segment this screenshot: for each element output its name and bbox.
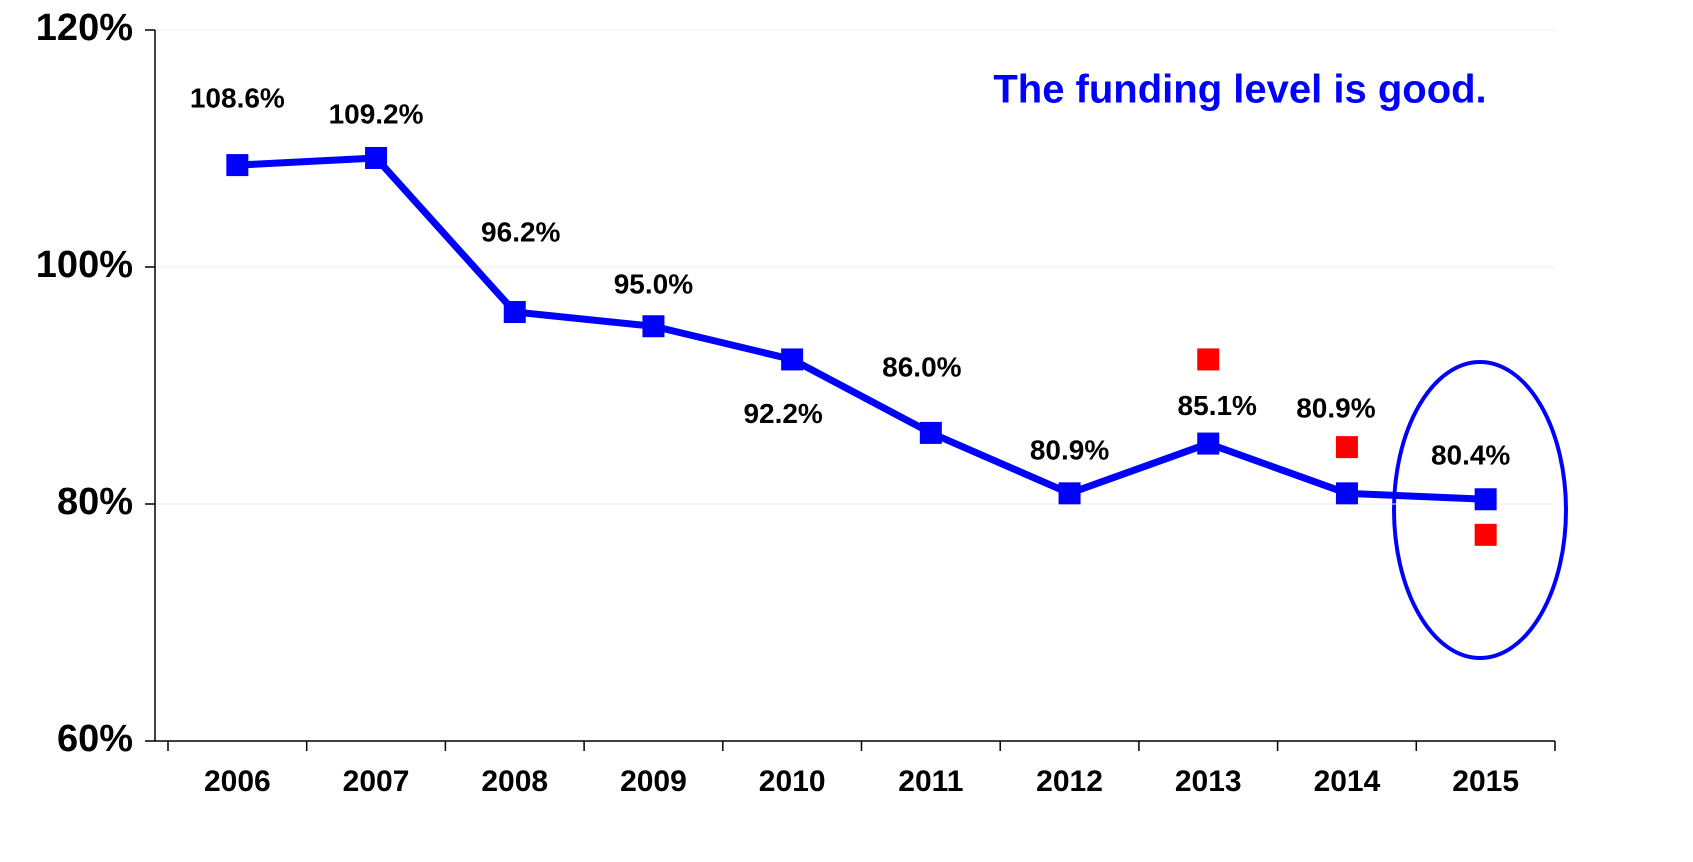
- y-tick-label: 60%: [57, 718, 133, 760]
- marker: [1335, 436, 1358, 459]
- marker: [503, 301, 526, 324]
- marker: [1474, 523, 1497, 546]
- marker: [919, 421, 942, 444]
- x-tick-label: 2008: [481, 765, 548, 798]
- marker: [1197, 432, 1220, 455]
- marker: [1197, 348, 1220, 371]
- marker: [1335, 482, 1358, 505]
- x-tick-label: 2013: [1175, 765, 1242, 798]
- series-line: [237, 154, 1486, 503]
- marker: [642, 315, 665, 338]
- x-tick-label: 2009: [620, 765, 687, 798]
- highlight-ellipse: [1392, 360, 1568, 660]
- y-tick-label: 100%: [36, 244, 133, 286]
- marker: [365, 146, 388, 169]
- data-label: 96.2%: [481, 216, 560, 247]
- x-tick-label: 2010: [759, 765, 826, 798]
- x-tick-label: 2007: [343, 765, 410, 798]
- marker: [1058, 482, 1081, 505]
- data-label: 80.9%: [1296, 393, 1375, 424]
- x-tick-label: 2015: [1452, 765, 1519, 798]
- annotation: The funding level is good.: [993, 68, 1486, 112]
- data-label: 80.4%: [1431, 440, 1510, 471]
- marker: [1474, 488, 1497, 511]
- y-tick-label: 120%: [36, 7, 133, 49]
- x-tick-label: 2006: [204, 765, 271, 798]
- data-label: 80.9%: [1030, 435, 1109, 466]
- data-label: 92.2%: [743, 398, 822, 429]
- x-tick-label: 2014: [1314, 765, 1381, 798]
- data-label: 86.0%: [882, 351, 961, 382]
- data-label: 108.6%: [190, 82, 285, 113]
- x-tick-label: 2012: [1036, 765, 1103, 798]
- data-label: 95.0%: [614, 269, 693, 300]
- data-label: 85.1%: [1178, 390, 1257, 421]
- marker: [226, 154, 249, 177]
- data-label: 109.2%: [329, 98, 424, 129]
- marker: [781, 348, 804, 371]
- y-tick-label: 80%: [57, 481, 133, 523]
- x-tick-label: 2011: [898, 765, 963, 798]
